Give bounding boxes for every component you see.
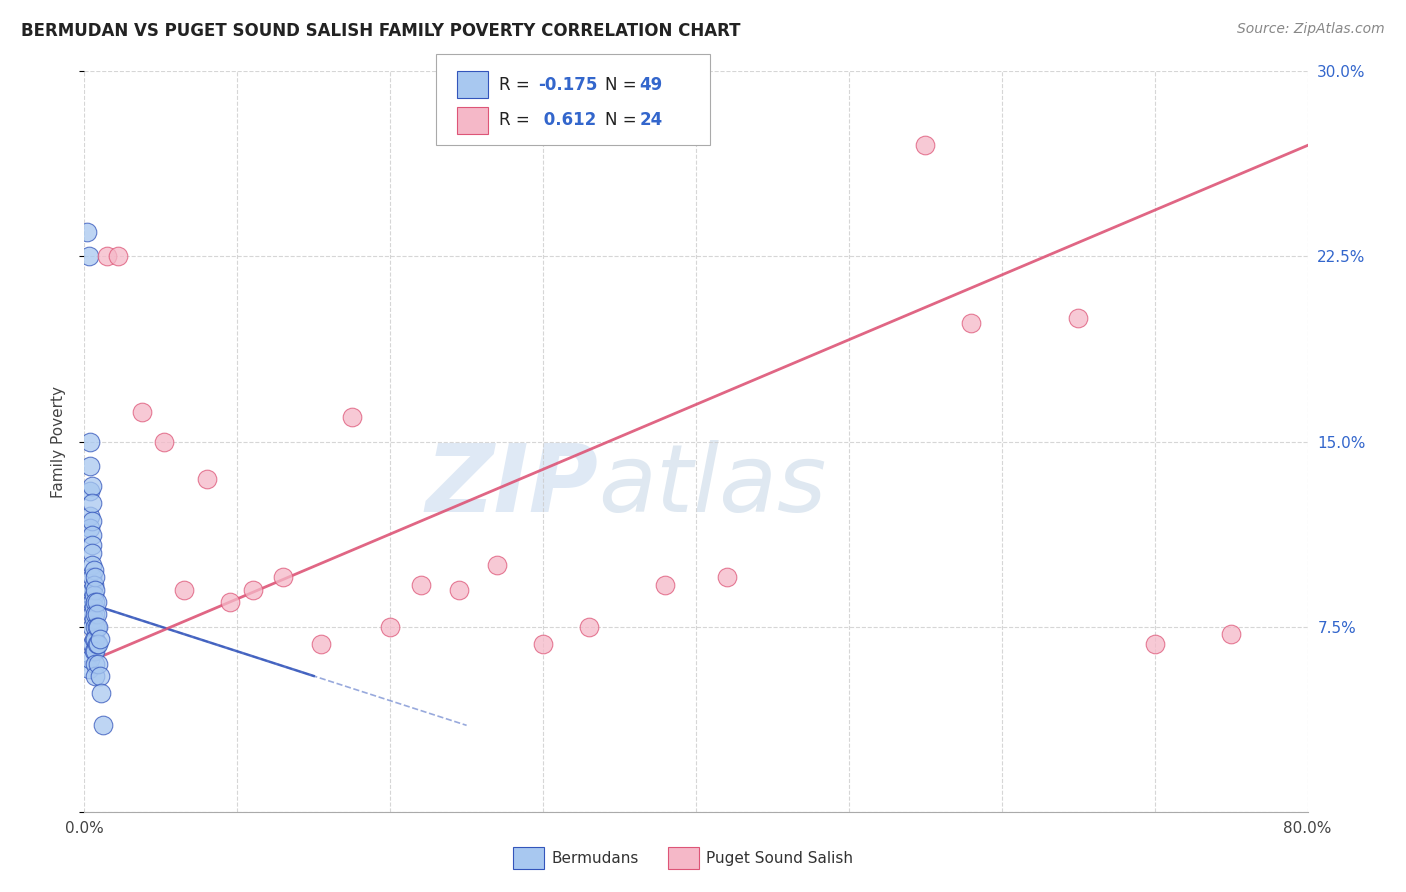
Text: N =: N = [605,112,641,129]
Point [79,651,101,665]
Point [83,612,105,626]
Point [83,563,105,577]
Y-axis label: Family Poverty: Family Poverty [51,385,66,498]
Point [311,637,333,651]
Point [242,582,264,597]
Point [84,632,107,646]
Point [86,595,108,609]
Point [80,479,103,493]
Point [91,718,114,732]
Text: -0.175: -0.175 [538,76,598,94]
Text: Bermudans: Bermudans [551,851,638,865]
Point [79,483,101,498]
Point [77,249,100,264]
Text: Source: ZipAtlas.com: Source: ZipAtlas.com [1237,22,1385,37]
Point [80,546,103,560]
Point [89,632,111,646]
Point [87,637,110,651]
Point [80,595,103,609]
Point [83,644,105,658]
Point [84,669,107,683]
Point [80,570,103,584]
Point [83,599,105,614]
Point [153,434,176,449]
Point [87,619,110,633]
Point [83,632,105,646]
Point [80,514,103,528]
Point [96,249,118,264]
Point [80,637,103,651]
Text: BERMUDAN VS PUGET SOUND SALISH FAMILY POVERTY CORRELATION CHART: BERMUDAN VS PUGET SOUND SALISH FAMILY PO… [21,22,741,40]
Point [654,577,676,591]
Point [716,570,738,584]
Point [83,588,105,602]
Point [271,570,294,584]
Point [409,577,432,591]
Point [131,405,153,419]
Text: R =: R = [499,76,536,94]
Point [578,619,600,633]
Point [1220,627,1243,641]
Point [86,619,108,633]
Point [80,582,103,597]
Point [87,657,110,671]
Point [84,570,107,584]
Point [84,657,107,671]
Point [960,316,983,330]
Point [80,558,103,572]
Point [1143,637,1166,651]
Point [79,459,101,474]
Text: R =: R = [499,112,536,129]
Point [914,138,936,153]
Text: Puget Sound Salish: Puget Sound Salish [706,851,853,865]
Point [531,637,554,651]
Point [80,538,103,552]
Point [380,619,402,633]
Point [76,225,98,239]
Point [1067,311,1090,326]
Point [90,686,112,700]
Point [486,558,509,572]
Point [79,434,101,449]
Text: 24: 24 [640,112,664,129]
Point [195,471,218,485]
Point [84,644,107,658]
Point [80,528,103,542]
Point [84,595,107,609]
Text: ZIP: ZIP [425,440,598,532]
Point [218,595,240,609]
Point [89,669,111,683]
Point [80,607,103,622]
Point [80,619,103,633]
Point [173,582,195,597]
Point [80,496,103,510]
Point [84,607,107,622]
Point [86,607,108,622]
Point [107,249,129,264]
Point [84,582,107,597]
Point [83,577,105,591]
Point [79,508,101,523]
Point [447,582,470,597]
Point [79,521,101,535]
Text: atlas: atlas [598,441,827,532]
Point [86,637,108,651]
Point [84,619,107,633]
Text: 49: 49 [640,76,664,94]
Text: 0.612: 0.612 [538,112,596,129]
Point [77,662,100,676]
Point [340,409,363,424]
Text: N =: N = [605,76,641,94]
